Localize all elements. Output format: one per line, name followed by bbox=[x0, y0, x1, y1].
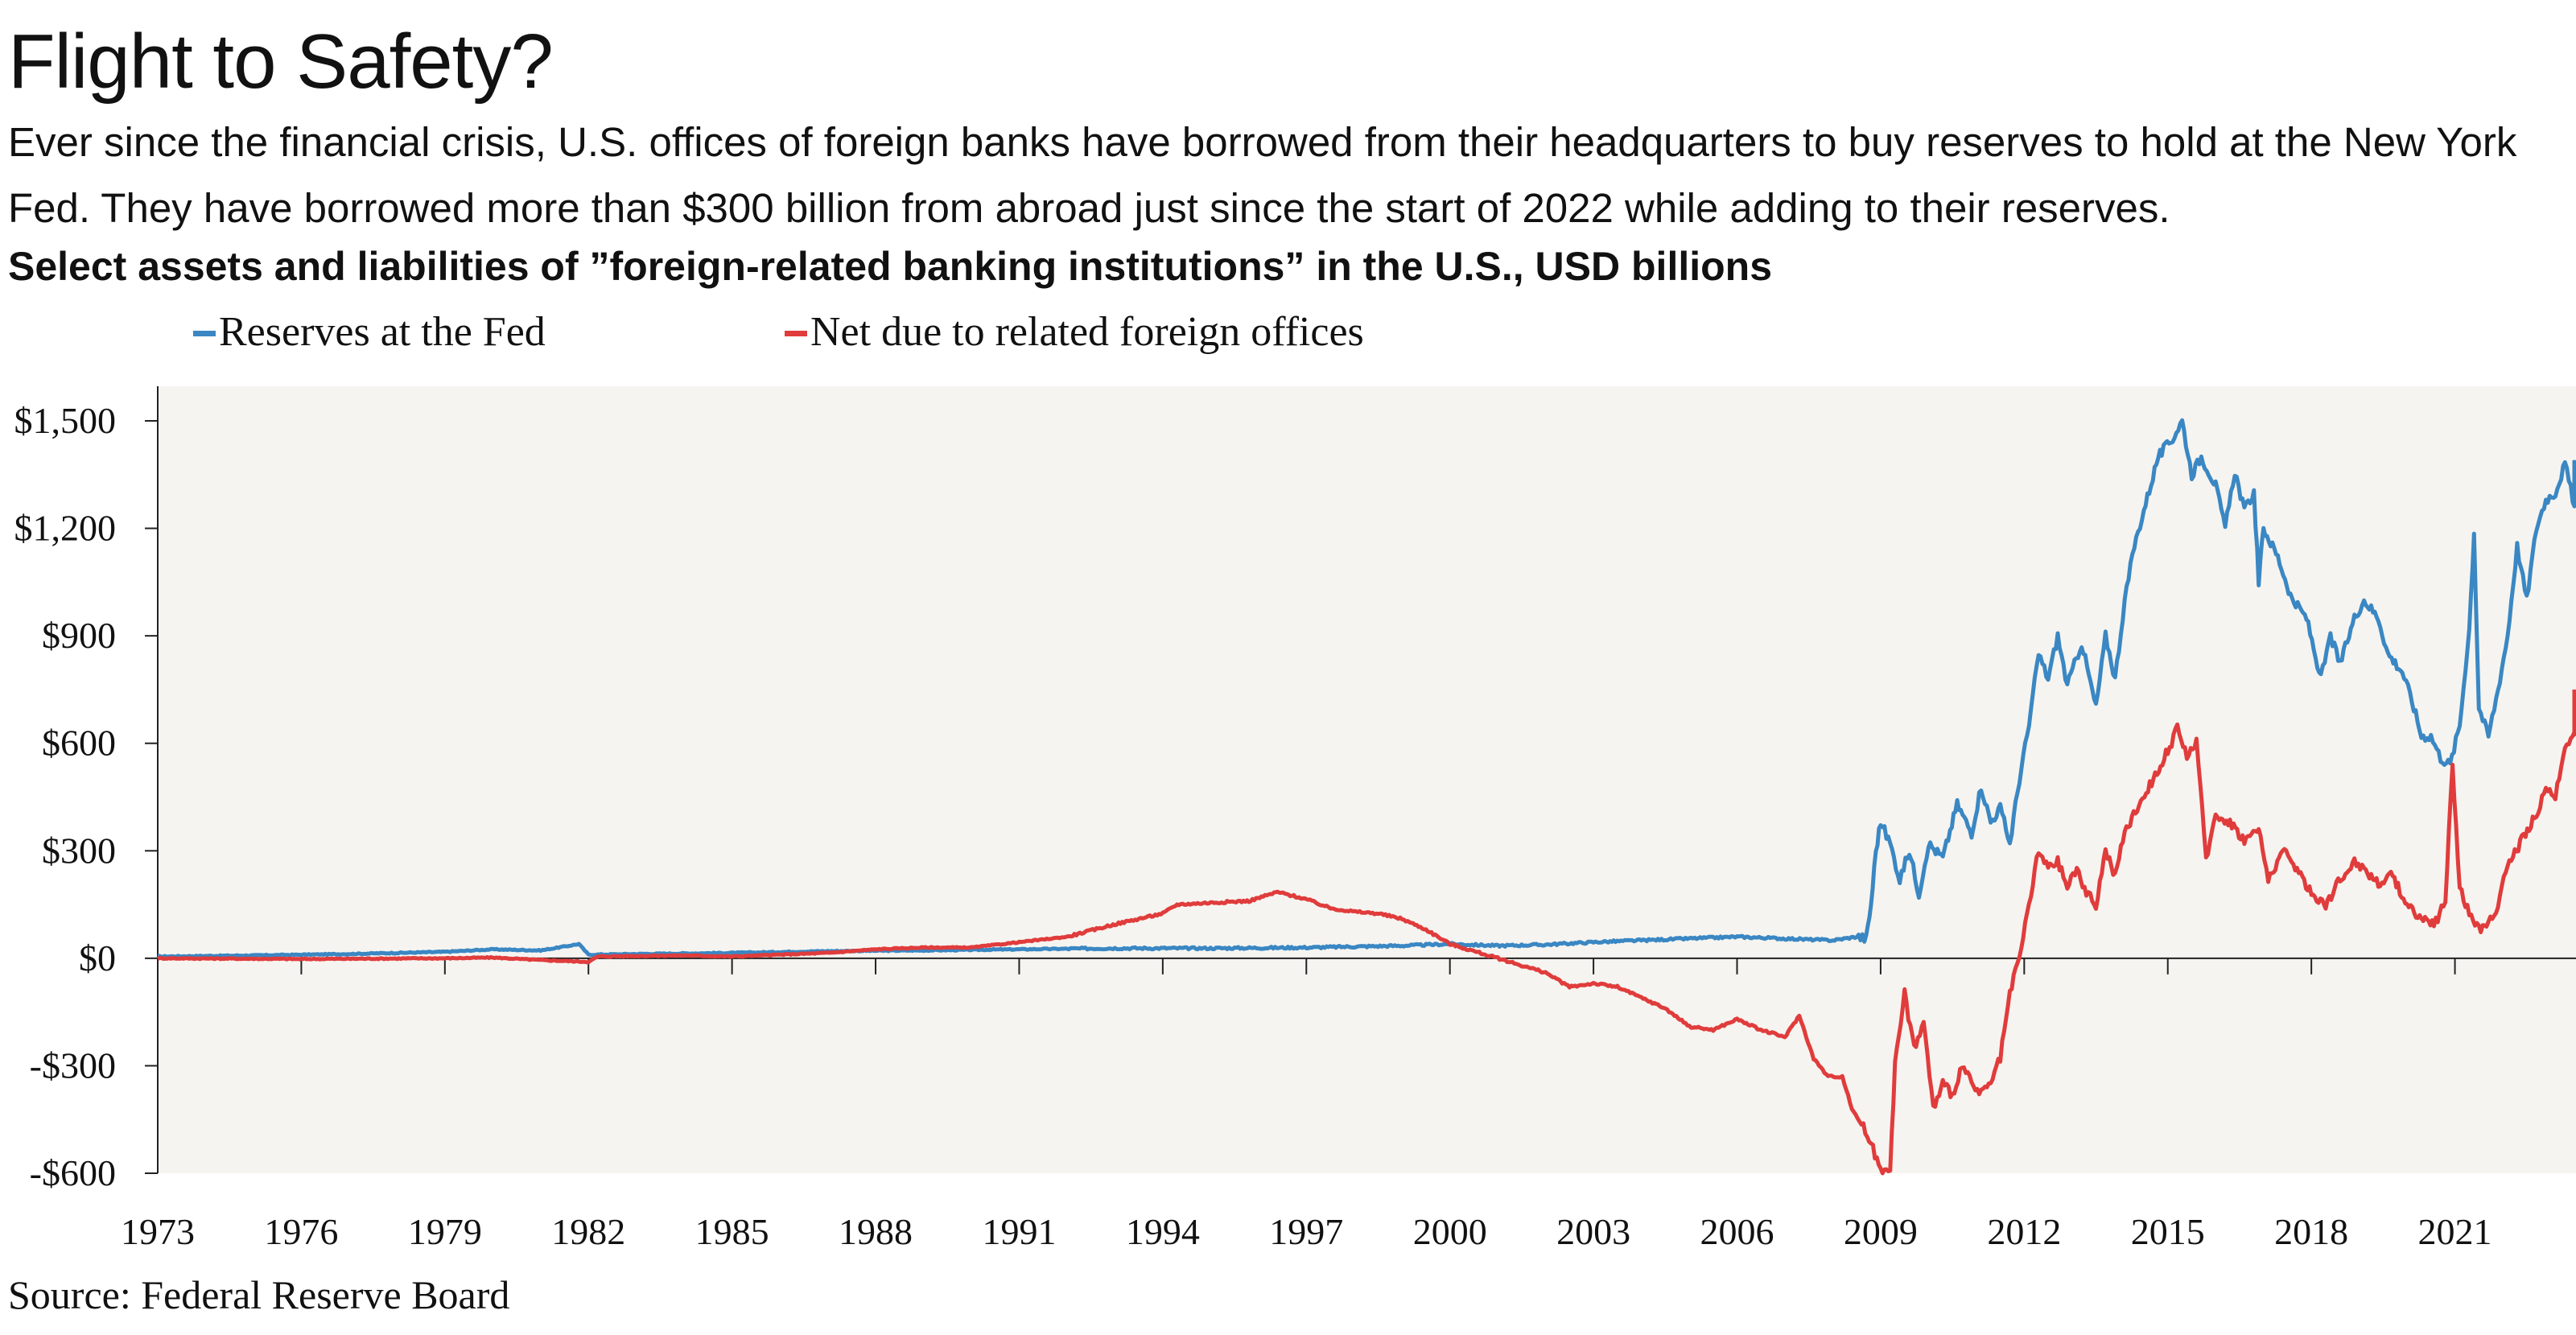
y-axis: $1,500 $1,200 $900 $600 $300 $0 -$300 -$600 bbox=[14, 386, 2576, 1193]
x-tick-label: 2021 bbox=[2418, 1211, 2492, 1252]
chart-subtitle: Ever since the financial crisis, U.S. of… bbox=[8, 119, 2517, 231]
y-tick-label: -$600 bbox=[30, 1152, 116, 1193]
x-tick-label: 1973 bbox=[121, 1211, 195, 1252]
x-tick-label: 1991 bbox=[982, 1211, 1056, 1252]
legend-item-net-due: Net due to related foreign offices bbox=[785, 304, 1364, 361]
legend-swatch-reserves bbox=[193, 330, 216, 336]
x-tick-label: 1982 bbox=[551, 1211, 625, 1252]
x-tick-label: 2003 bbox=[1556, 1211, 1630, 1252]
y-tick-label: $600 bbox=[42, 723, 116, 764]
source-note: Source: Federal Reserve Board bbox=[8, 1272, 510, 1317]
x-tick-label: 1976 bbox=[264, 1211, 338, 1252]
legend-label-net-due: Net due to related foreign offices bbox=[810, 309, 1364, 355]
y-tick-label: $900 bbox=[42, 615, 116, 656]
chart-heading: Select assets and liabilities of ”foreig… bbox=[8, 244, 1773, 289]
x-tick-label: 2009 bbox=[1844, 1211, 1918, 1252]
x-tick-label: 2018 bbox=[2274, 1211, 2348, 1252]
x-axis: 1973 1976 1979 1982 1985 1988 1991 1994 1997 2000… bbox=[121, 958, 2492, 1252]
x-tick-label: 1997 bbox=[1269, 1211, 1343, 1252]
x-tick-label: 1979 bbox=[408, 1211, 482, 1252]
y-tick-label: $1,500 bbox=[14, 400, 117, 441]
x-tick-label: 2000 bbox=[1413, 1211, 1487, 1252]
legend-label-reserves: Reserves at the Fed bbox=[219, 309, 546, 355]
series-line-net-due bbox=[157, 689, 2576, 1176]
x-tick-label: 1985 bbox=[695, 1211, 769, 1252]
legend-swatch-net-due bbox=[785, 330, 807, 336]
chart-title: Flight to Safety? bbox=[8, 19, 554, 105]
x-tick-label: 2015 bbox=[2131, 1211, 2205, 1252]
x-tick-label: 2012 bbox=[1987, 1211, 2061, 1252]
plot-background bbox=[158, 386, 2576, 1173]
legend-item-reserves: Reserves at the Fed bbox=[193, 304, 546, 361]
x-tick-label: 2006 bbox=[1700, 1211, 1774, 1252]
series-line-reserves bbox=[157, 418, 2576, 959]
x-tick-label: 1988 bbox=[839, 1211, 913, 1252]
y-tick-label: $300 bbox=[42, 830, 116, 871]
y-tick-label: $0 bbox=[79, 937, 116, 979]
x-tick-label: 1994 bbox=[1126, 1211, 1200, 1252]
series-lines bbox=[157, 418, 2576, 1176]
y-tick-label: $1,200 bbox=[14, 508, 117, 549]
y-tick-label: -$300 bbox=[30, 1045, 116, 1086]
